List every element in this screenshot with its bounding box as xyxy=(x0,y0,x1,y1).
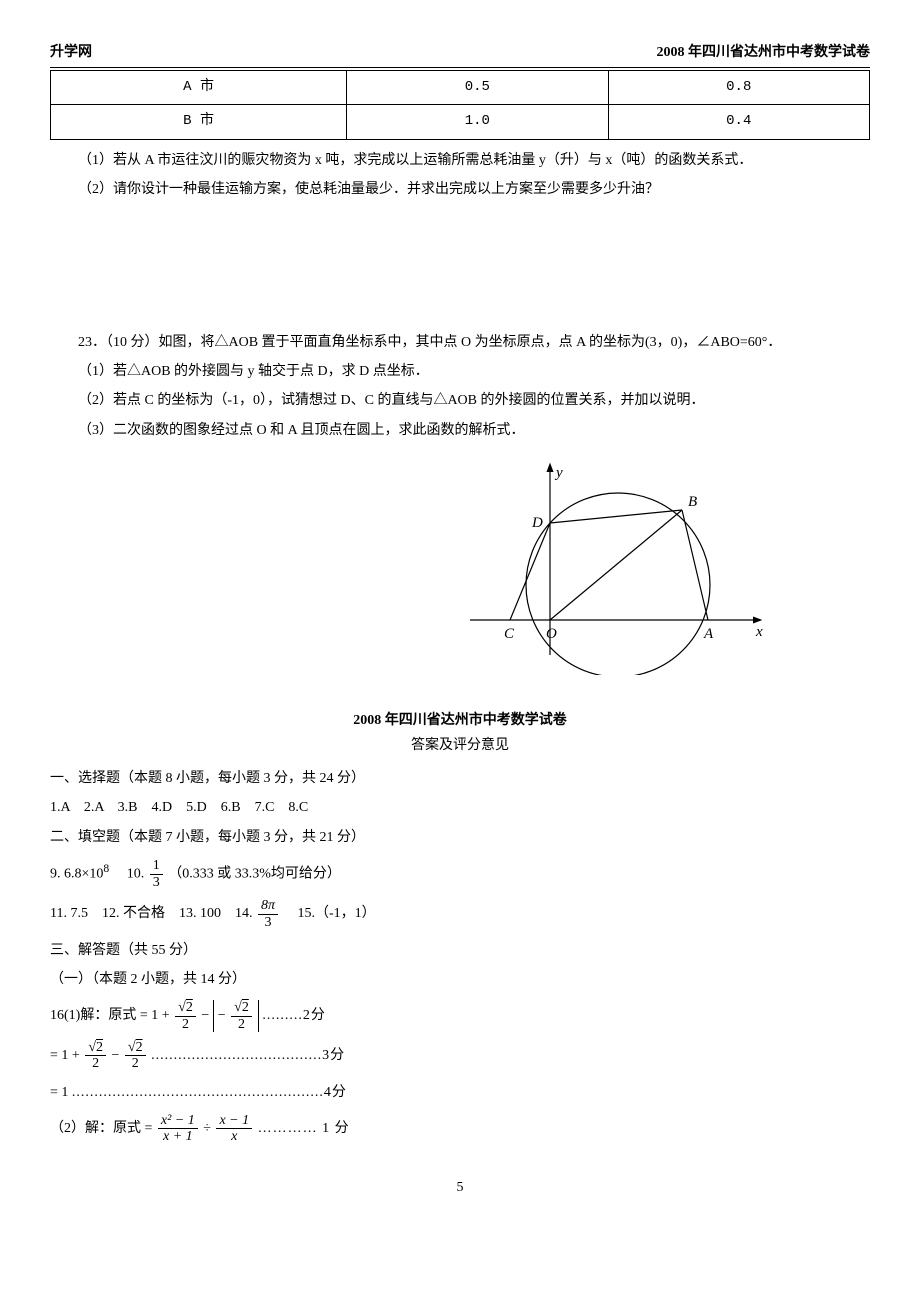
svg-text:A: A xyxy=(703,626,714,642)
q23-part1: （1）若△AOB 的外接圆与 y 轴交于点 D，求 D 点坐标． xyxy=(50,359,870,384)
svg-text:O: O xyxy=(546,626,557,642)
frac-den: 2 xyxy=(85,1056,106,1071)
minus-inner: − xyxy=(218,1008,226,1023)
score-dots: .........2分 xyxy=(262,1008,326,1023)
frac-den: 3 xyxy=(258,915,278,930)
minus: − xyxy=(112,1048,120,1063)
header-left: 升学网 xyxy=(50,40,92,65)
a10-fraction: 1 3 xyxy=(150,858,163,890)
section2-head: 二、填空题（本题 7 小题，每小题 3 分，共 21 分） xyxy=(50,825,870,850)
table-cell: 0.5 xyxy=(347,71,608,105)
page-number: 5 xyxy=(50,1175,870,1200)
frac-sqrt2-over-2: √2 2 xyxy=(85,1040,106,1072)
answers-11-15: 11. 7.5 12. 不合格 13. 100 14. 8π 3 15.（-1，… xyxy=(50,898,870,930)
table-row: B 市 1.0 0.4 xyxy=(51,105,870,139)
frac-num: x² − 1 xyxy=(158,1113,198,1129)
svg-text:x: x xyxy=(755,624,763,640)
table-cell: 0.8 xyxy=(608,71,869,105)
a10-suffix: （0.333 或 33.3%均可给分） xyxy=(168,866,341,881)
abs-value: − √2 2 xyxy=(213,1000,259,1032)
score-dots: ......................................3分 xyxy=(151,1048,345,1063)
q23-head: 23．（10 分）如图，将△AOB 置于平面直角坐标系中，其中点 O 为坐标原点… xyxy=(50,330,870,355)
q16-2-prefix: （2）解：原式 = xyxy=(50,1121,152,1136)
minus: − xyxy=(201,1008,209,1023)
section3-sub: （一）（本题 2 小题，共 14 分） xyxy=(50,967,870,992)
table-cell: 1.0 xyxy=(347,105,608,139)
frac-sqrt2-over-2: √2 2 xyxy=(175,1000,196,1032)
q16-1-line2: = 1 + √2 2 − √2 2 ......................… xyxy=(50,1040,870,1072)
answers-title: 2008 年四川省达州市中考数学试卷 xyxy=(50,708,870,733)
equals: = xyxy=(140,1008,148,1023)
section3-head: 三、解答题（共 55 分） xyxy=(50,938,870,963)
frac-num: √2 xyxy=(125,1040,146,1056)
q22-part1: （1）若从 A 市运往汶川的赈灾物资为 x 吨，求完成以上运输所需总耗油量 y（… xyxy=(50,148,870,173)
equals: = xyxy=(50,1048,58,1063)
table-cell: 0.4 xyxy=(608,105,869,139)
frac-num: √2 xyxy=(175,1000,196,1016)
score-dots: ………… 1 分 xyxy=(258,1121,350,1136)
q16-1-line3: = 1 ....................................… xyxy=(50,1080,870,1105)
frac-sqrt2-over-2-b: √2 2 xyxy=(125,1040,146,1072)
section1-head: 一、选择题（本题 8 小题，每小题 3 分，共 24 分） xyxy=(50,766,870,791)
svg-text:D: D xyxy=(531,515,543,531)
frac-den: 2 xyxy=(175,1017,196,1032)
frac-den: x + 1 xyxy=(158,1129,198,1144)
table-cell: B 市 xyxy=(51,105,347,139)
frac-num: x − 1 xyxy=(216,1113,252,1129)
q22-part2: （2）请你设计一种最佳运输方案，使总耗油量最少．并求出完成以上方案至少需要多少升… xyxy=(50,177,870,202)
geometry-diagram: y x B D C O A xyxy=(450,455,770,675)
frac-den: 3 xyxy=(150,875,163,890)
a9-prefix: 9. 6.8×10 xyxy=(50,866,103,881)
frac-num: √2 xyxy=(85,1040,106,1056)
frac-den: x xyxy=(216,1129,252,1144)
svg-text:y: y xyxy=(554,465,563,481)
q23-part2: （2）若点 C 的坐标为（-1，0），试猜想过 D、C 的直线与△AOB 的外接… xyxy=(50,388,870,413)
frac-sqrt2-over-2-inner: √2 2 xyxy=(231,1000,252,1032)
q16-2-line1: （2）解：原式 = x² − 1 x + 1 ÷ x − 1 x ………… 1 … xyxy=(50,1113,870,1145)
header-right: 2008 年四川省达州市中考数学试卷 xyxy=(657,40,871,65)
a15: 15.（-1，1） xyxy=(284,906,376,921)
a10-prefix: 10. xyxy=(113,866,145,881)
one-plus: 1 + xyxy=(151,1008,169,1023)
answers-9-10: 9. 6.8×108 10. 1 3 （0.333 或 33.3%均可给分） xyxy=(50,858,870,890)
frac-den: 2 xyxy=(125,1056,146,1071)
one-plus: 1 + xyxy=(61,1048,79,1063)
table-cell: A 市 xyxy=(51,71,347,105)
q16-1-prefix: 16(1)解：原式 xyxy=(50,1008,136,1023)
a14-fraction: 8π 3 xyxy=(258,898,278,930)
page-header: 升学网 2008 年四川省达州市中考数学试卷 xyxy=(50,40,870,68)
blank-space xyxy=(50,206,870,326)
a9-sup: 8 xyxy=(103,862,109,875)
a11: 11. 7.5 12. 不合格 13. 100 14. xyxy=(50,906,252,921)
table-row: A 市 0.5 0.8 xyxy=(51,71,870,105)
section1-answers: 1.A 2.A 3.B 4.D 5.D 6.B 7.C 8.C xyxy=(50,795,870,820)
score-dots: ........................................… xyxy=(72,1085,347,1100)
frac-num: √2 xyxy=(231,1000,252,1016)
frac-num: 1 xyxy=(150,858,163,874)
svg-text:C: C xyxy=(504,626,515,642)
answers-subtitle: 答案及评分意见 xyxy=(50,733,870,758)
q23-part3: （3）二次函数的图象经过点 O 和 A 且顶点在圆上，求此函数的解析式． xyxy=(50,418,870,443)
svg-text:B: B xyxy=(688,494,697,510)
q16-1-line1: 16(1)解：原式 = 1 + √2 2 − − √2 2 .........2… xyxy=(50,1000,870,1032)
cost-table: A 市 0.5 0.8 B 市 1.0 0.4 xyxy=(50,70,870,139)
figure-container: y x B D C O A xyxy=(50,455,870,684)
eq-one: = 1 xyxy=(50,1085,68,1100)
frac-x2m1-xp1: x² − 1 x + 1 xyxy=(158,1113,198,1145)
frac-num: 8π xyxy=(258,898,278,914)
divide: ÷ xyxy=(203,1121,211,1136)
frac-xm1-x: x − 1 x xyxy=(216,1113,252,1145)
frac-den: 2 xyxy=(231,1017,252,1032)
